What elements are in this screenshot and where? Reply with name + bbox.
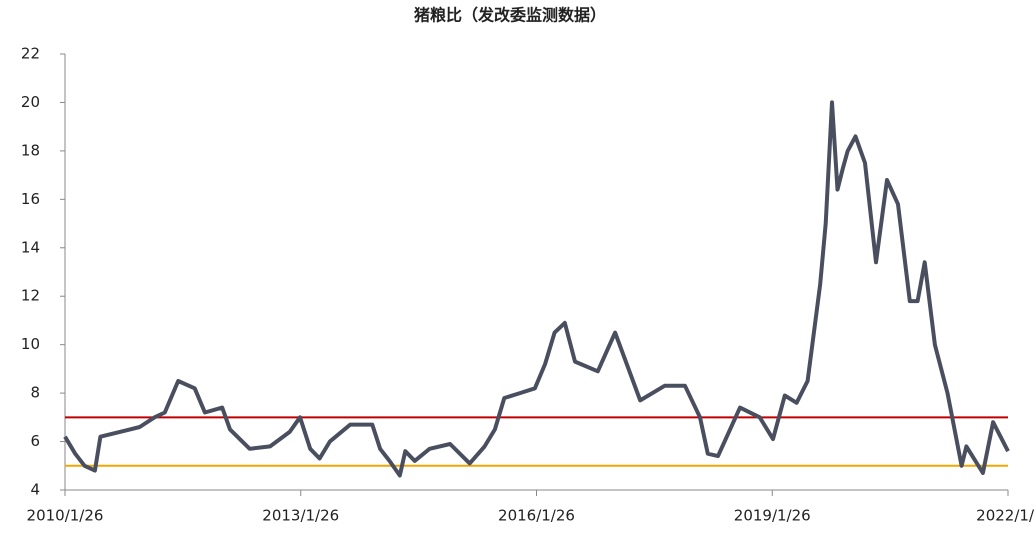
x-tick-label: 2016/1/26 <box>498 507 575 525</box>
x-tick-label: 2022/1/ <box>976 507 1035 525</box>
y-tick-label: 14 <box>21 238 40 256</box>
x-tick-label: 2013/1/26 <box>262 507 339 525</box>
y-tick-label: 12 <box>21 287 40 305</box>
y-tick-label: 4 <box>30 481 40 499</box>
y-tick-label: 18 <box>21 141 40 159</box>
y-tick-label: 8 <box>30 384 40 402</box>
chart-title: 猪粮比（发改委监测数据） <box>413 6 606 25</box>
y-tick-label: 20 <box>21 93 40 111</box>
data-line <box>63 100 1010 478</box>
y-tick-label: 16 <box>21 190 40 208</box>
y-tick-label: 22 <box>21 45 40 63</box>
y-tick-label: 10 <box>21 335 40 353</box>
x-tick-label: 2019/1/26 <box>734 507 811 525</box>
x-tick-label: 2010/1/26 <box>27 507 104 525</box>
y-tick-label: 6 <box>30 432 40 450</box>
